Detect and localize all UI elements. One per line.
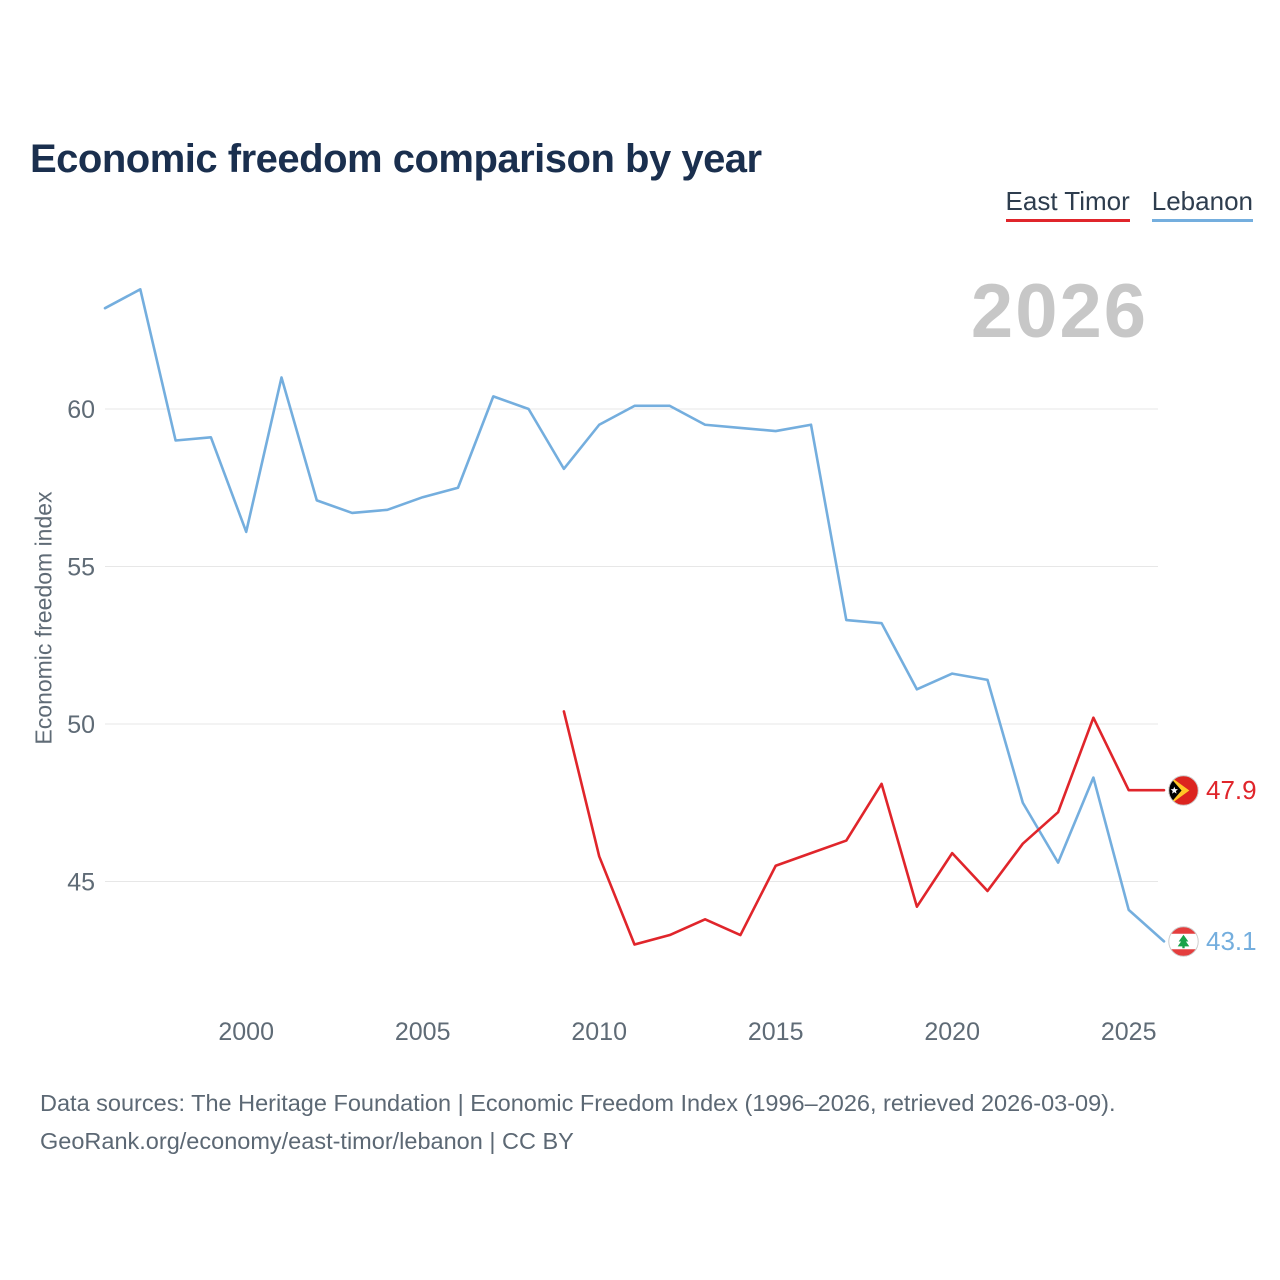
x-tick-label: 2010	[571, 1018, 627, 1046]
x-tick-label: 2000	[218, 1018, 274, 1046]
legend-label-lebanon: Lebanon	[1151, 186, 1253, 222]
x-tick-label: 2005	[395, 1018, 451, 1046]
lebanon-end-value: 43.1	[1206, 925, 1257, 956]
y-tick-label: 55	[67, 554, 95, 582]
attribution-text: GeoRank.org/economy/east-timor/lebanon |…	[40, 1128, 574, 1154]
y-tick-label: 60	[67, 396, 95, 424]
lebanon-flag-icon	[1168, 926, 1199, 957]
chart-title: Economic freedom comparison by year	[30, 136, 762, 181]
east-timor-flag-icon	[1168, 774, 1199, 806]
legend-item-lebanon[interactable]: Lebanon	[1151, 186, 1253, 222]
lebanon-end-marker: 43.1	[1168, 925, 1257, 957]
legend-item-east-timor[interactable]: East Timor	[1005, 186, 1130, 222]
watermark-year: 2026	[970, 269, 1148, 354]
series-line-lebanon	[103, 287, 1166, 943]
x-tick-label: 2025	[1101, 1018, 1157, 1046]
east-timor-end-marker: 47.9	[1168, 774, 1257, 806]
east-timor-end-value: 47.9	[1206, 774, 1257, 805]
y-tick-label: 50	[67, 711, 95, 739]
footer: Data sources: The Heritage Foundation | …	[40, 1084, 1116, 1160]
chart-area: 45 50 55 60 2000 2005 2010 2015 2020 2025	[67, 287, 1166, 1046]
series-line-east-timor	[562, 710, 1166, 946]
x-tick-label: 2020	[924, 1018, 980, 1046]
legend-label-east-timor: East Timor	[1005, 186, 1130, 222]
y-tick-label: 45	[67, 869, 95, 897]
data-source-text: Data sources: The Heritage Foundation | …	[40, 1090, 1116, 1116]
legend: East Timor Lebanon	[1005, 186, 1253, 222]
x-tick-label: 2015	[748, 1018, 804, 1046]
